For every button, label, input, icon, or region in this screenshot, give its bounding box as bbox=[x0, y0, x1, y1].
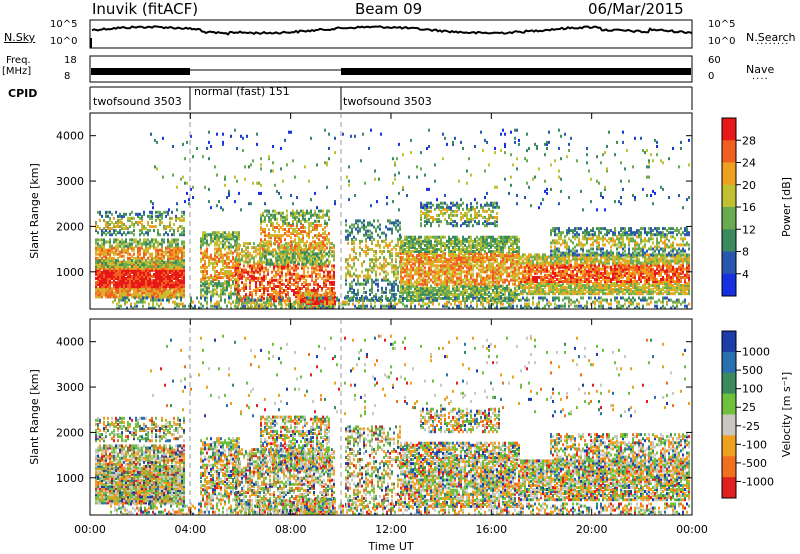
xtick-label: 00:00 bbox=[74, 523, 106, 536]
colorbar-segment bbox=[722, 351, 736, 374]
nsky-tick-bottom: 10^0 bbox=[50, 36, 78, 47]
colorbar-segment bbox=[722, 207, 736, 230]
colorbar-segment bbox=[722, 393, 736, 415]
colorbar-segment bbox=[722, 435, 736, 457]
colorbar-tick: -500 bbox=[742, 457, 767, 470]
colorbar-segment bbox=[722, 414, 736, 436]
nave-tick-top: 60 bbox=[708, 55, 721, 66]
colorbar-tick: 4 bbox=[742, 268, 749, 281]
nsky-right-tick-bottom: 10^0 bbox=[708, 36, 736, 47]
colorbar-tick: 24 bbox=[742, 157, 756, 170]
freq-tick-top: 18 bbox=[64, 55, 77, 66]
freq-tick-bottom: 8 bbox=[64, 71, 71, 82]
ytick-label: 4000 bbox=[56, 130, 84, 143]
time-axis: 00:00 04:00 08:00 12:00 16:00 20:00 00:00 Time … bbox=[74, 113, 708, 553]
nsearch-dots: ········ bbox=[756, 39, 790, 50]
colorbar-segment bbox=[722, 118, 736, 141]
colorbar-tick: 1000 bbox=[742, 346, 770, 359]
velocity-panel: 1000 2000 3000 4000 Slant Range [km] bbox=[28, 318, 693, 516]
cpid-segment-2: normal (fast) 151 bbox=[194, 85, 290, 98]
freq-nave-panel bbox=[89, 55, 693, 83]
colorbar-tick: 500 bbox=[742, 364, 763, 377]
freq-band-1 bbox=[91, 68, 190, 75]
freq-unit: [MHz] bbox=[2, 66, 32, 77]
colorbar-segment bbox=[722, 372, 736, 395]
cpid-segment-1: twofsound 3503 bbox=[93, 95, 182, 108]
colorbar-label: Velocity [m s⁻¹] bbox=[780, 372, 793, 457]
colorbar-segment bbox=[722, 477, 736, 499]
ylabel: Slant Range [km] bbox=[28, 163, 41, 259]
nave-dots: ···· bbox=[752, 74, 769, 85]
nsky-label: N.Sky bbox=[4, 31, 36, 44]
ylabel: Slant Range [km] bbox=[28, 369, 41, 465]
power-colorbar: 4 8 12 16 20 24 28 Power [dB] bbox=[721, 117, 793, 297]
ytick-label: 2000 bbox=[56, 220, 84, 233]
power-panel: 1000 2000 3000 4000 Slant Range [km] bbox=[28, 112, 693, 310]
nave-label: Nave bbox=[746, 63, 775, 76]
colorbar-segment bbox=[722, 162, 736, 186]
xtick-label: 04:00 bbox=[174, 523, 206, 536]
nsky-trace bbox=[91, 25, 693, 36]
ytick-label: 3000 bbox=[56, 175, 84, 188]
nsky-panel bbox=[89, 19, 693, 49]
xtick-label: 20:00 bbox=[576, 523, 608, 536]
ytick-label: 4000 bbox=[56, 336, 84, 349]
colorbar-tick: -1000 bbox=[742, 475, 774, 488]
xlabel: Time UT bbox=[367, 540, 413, 553]
colorbar-tick: 28 bbox=[742, 134, 756, 147]
freq-label: Freq. bbox=[6, 55, 31, 66]
freq-band-3 bbox=[341, 68, 691, 75]
nsky-right-tick-top: 10^5 bbox=[708, 19, 736, 30]
colorbar-segment bbox=[722, 140, 736, 163]
colorbar-segment bbox=[722, 273, 736, 297]
colorbar-tick: 12 bbox=[742, 223, 756, 236]
cpid-segment-3: twofsound 3503 bbox=[343, 95, 432, 108]
colorbar-tick: 20 bbox=[742, 179, 756, 192]
station-title: Inuvik (fitACF) bbox=[92, 0, 199, 18]
colorbar-segment bbox=[722, 331, 736, 353]
velocity-colorbar: 1000 500 100 25 -25 -100 -500 -1000 Velocity [m … bbox=[721, 330, 793, 499]
xtick-label: 16:00 bbox=[475, 523, 507, 536]
colorbar-segment bbox=[722, 229, 736, 252]
colorbar-tick: 8 bbox=[742, 246, 749, 259]
ytick-label: 3000 bbox=[56, 381, 84, 394]
ytick-label: 1000 bbox=[56, 266, 84, 279]
colorbar-segment bbox=[722, 184, 736, 208]
nsky-tick-top: 10^5 bbox=[50, 19, 78, 30]
colorbar-segment bbox=[722, 251, 736, 275]
xtick-label: 00:00 bbox=[676, 523, 708, 536]
cpid-label: CPID bbox=[8, 87, 38, 100]
xtick-label: 12:00 bbox=[375, 523, 407, 536]
nave-tick-bottom: 0 bbox=[708, 71, 715, 82]
colorbar-tick: -100 bbox=[742, 438, 767, 451]
xtick-label: 08:00 bbox=[275, 523, 307, 536]
colorbar-label: Power [dB] bbox=[780, 177, 793, 237]
ytick-label: 1000 bbox=[56, 472, 84, 485]
colorbar-tick: 16 bbox=[742, 201, 756, 214]
colorbar-segment bbox=[722, 456, 736, 478]
date-title: 06/Mar/2015 bbox=[588, 0, 684, 18]
colorbar-tick: -25 bbox=[742, 420, 760, 433]
nsearch-label: N.Search bbox=[746, 31, 796, 44]
cpid-panel bbox=[89, 86, 693, 110]
colorbar-tick: 25 bbox=[742, 401, 756, 414]
beam-title: Beam 09 bbox=[355, 0, 423, 18]
ytick-label: 2000 bbox=[56, 426, 84, 439]
colorbar-tick: 100 bbox=[742, 383, 763, 396]
